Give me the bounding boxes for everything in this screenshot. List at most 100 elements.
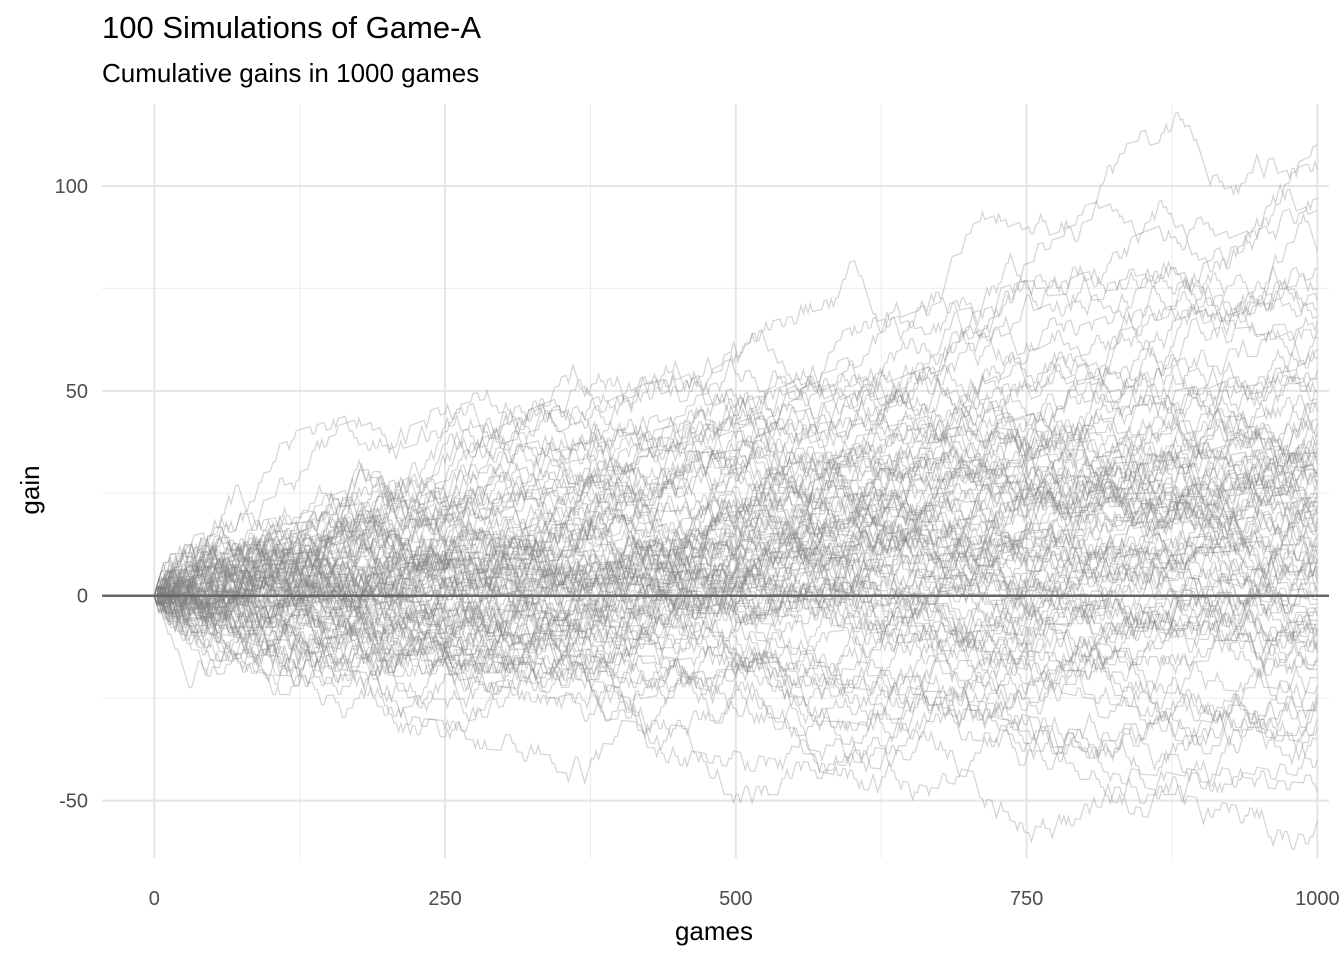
simulation-line [154,549,1318,662]
simulation-line [154,550,1318,688]
simulation-line [153,585,1318,684]
simulation-line [154,586,1318,706]
minor-gridlines [102,104,1329,858]
simulation-line [153,412,1318,634]
simulation-line [153,430,1318,639]
simulation-line [153,269,1318,650]
simulation-line [153,383,1318,619]
simulation-line [154,423,1318,633]
y-tick-label: 0 [77,586,88,608]
simulation-line [154,271,1318,609]
simulation-line [153,281,1318,620]
simulation-line [153,585,1318,773]
simulation-line [153,426,1318,625]
simulation-line [153,348,1318,616]
simulation-line [153,572,1318,761]
y-axis-ticks: -50 0 50 100 [55,176,88,813]
simulation-line [154,440,1318,605]
simulation-line [153,519,1318,725]
simulation-line [154,496,1318,636]
simulation-line [153,503,1318,605]
simulation-line [153,394,1318,641]
simulation-line [154,368,1318,615]
simulation-line [154,266,1318,608]
simulation-line [154,477,1318,607]
simulation-line [154,439,1318,701]
simulation-line [153,499,1318,693]
simulation-line [154,412,1318,641]
simulation-line [153,182,1318,622]
simulation-line [154,423,1318,622]
simulation-line [153,495,1318,623]
x-tick-label: 250 [428,888,461,910]
simulation-line [153,327,1318,678]
simulation-series-group [153,111,1318,851]
simulation-line [154,408,1318,597]
simulation-line [154,397,1318,616]
simulation-line [154,365,1318,634]
simulation-line [154,542,1318,664]
simulation-line [153,483,1318,618]
simulation-line [154,460,1318,657]
simulation-line [153,430,1318,719]
major-gridlines [102,104,1329,858]
simulation-line [153,524,1318,671]
simulation-line [154,301,1318,657]
simulation-line [153,429,1318,627]
simulation-line [153,516,1318,684]
simulation-line [153,398,1318,653]
simulation-line [153,505,1318,653]
simulation-line [153,423,1318,652]
simulation-line [153,557,1318,739]
simulation-line [153,573,1318,776]
simulation-line [154,260,1318,618]
simulation-line [153,585,1318,722]
simulation-line [153,433,1318,612]
simulation-line [153,561,1318,702]
simulation-line [154,435,1318,657]
y-tick-label: 50 [66,381,88,403]
y-tick-label: -50 [59,791,88,813]
simulation-line [154,517,1318,747]
simulation-line [154,529,1318,667]
simulation-line [153,457,1318,672]
simulation-line [153,587,1318,805]
simulation-line [153,144,1318,603]
simulation-line [154,266,1318,608]
simulation-line [153,401,1318,618]
simulation-line [153,585,1318,795]
simulation-line [154,111,1318,597]
simulation-line [153,373,1318,637]
simulation-line [154,197,1318,609]
simulation-line [153,520,1318,675]
simulation-line [153,561,1318,718]
simulation-line [153,426,1318,629]
simulation-line [154,429,1318,644]
simulation-line [154,441,1318,638]
simulation-line [153,212,1318,605]
simulation-line [154,552,1318,720]
simulation-line [153,495,1318,618]
y-tick-label: 100 [55,176,88,198]
chart-title: 100 Simulations of Game-A [102,10,482,45]
simulation-line [154,451,1318,667]
simulation-line [154,494,1318,656]
simulation-line [154,541,1318,696]
simulation-line [153,417,1318,666]
simulation-line [153,587,1318,774]
simulation-line [154,433,1318,642]
x-tick-label: 0 [149,888,160,910]
simulation-line [154,480,1318,679]
simulation-line [154,370,1318,602]
simulation-line [153,409,1318,612]
simulation-line [153,505,1318,766]
simulation-line [153,473,1318,655]
simulation-line [154,393,1318,612]
simulation-line [154,409,1318,604]
simulation-line [153,525,1318,693]
chart-subtitle: Cumulative gains in 1000 games [102,58,480,88]
simulation-line [153,489,1318,722]
simulation-line [154,371,1318,597]
simulation-line [153,514,1318,669]
